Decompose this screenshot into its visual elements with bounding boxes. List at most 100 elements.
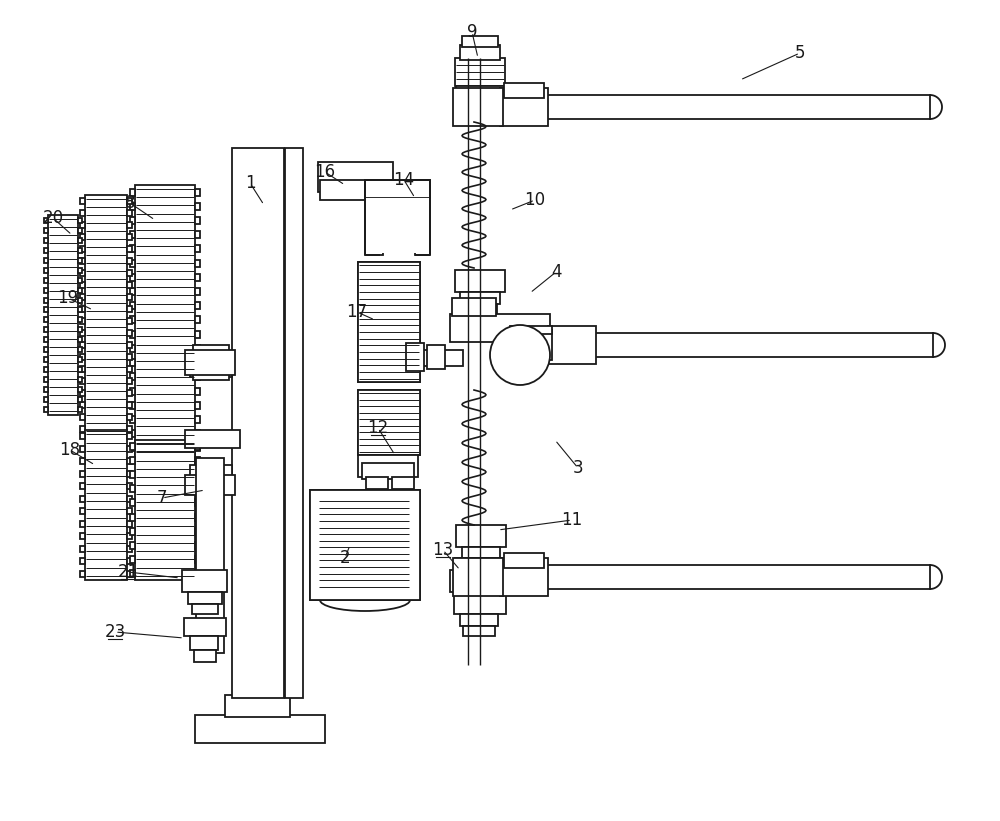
Bar [130, 485, 135, 493]
Bar [453, 558, 503, 596]
Bar [130, 359, 135, 366]
Bar [130, 189, 135, 195]
Bar [80, 222, 85, 228]
Bar [462, 547, 500, 559]
Bar [80, 318, 85, 324]
Bar [44, 328, 48, 333]
Bar [80, 521, 85, 527]
Bar [80, 484, 85, 489]
Bar [44, 337, 48, 342]
Text: 17: 17 [346, 303, 368, 321]
Bar [127, 446, 132, 452]
Bar [78, 368, 82, 373]
Text: 2: 2 [340, 549, 350, 567]
Bar [130, 401, 135, 409]
Bar [80, 258, 85, 264]
Bar [195, 556, 200, 562]
Bar [130, 259, 135, 267]
Bar [80, 330, 85, 336]
Bar [358, 390, 420, 455]
Text: 23: 23 [104, 623, 126, 641]
Bar [510, 330, 552, 360]
Bar [80, 378, 85, 384]
Bar [195, 528, 200, 534]
Text: 14: 14 [393, 171, 415, 189]
Bar [196, 458, 224, 653]
Text: 18: 18 [59, 441, 81, 459]
Bar [548, 326, 596, 364]
Bar [78, 347, 82, 352]
Bar [78, 378, 82, 383]
Bar [460, 45, 500, 60]
Bar [44, 297, 48, 302]
Bar [80, 558, 85, 564]
Bar [194, 650, 216, 662]
Bar [500, 558, 548, 596]
Bar [195, 331, 200, 337]
Bar [44, 318, 48, 323]
Bar [44, 308, 48, 313]
Bar [44, 397, 48, 402]
Bar [406, 343, 424, 371]
Bar [44, 347, 48, 352]
Bar [135, 440, 195, 580]
Bar [365, 180, 383, 255]
Bar [392, 477, 414, 489]
Bar [358, 262, 420, 382]
Text: 3: 3 [573, 459, 583, 477]
Bar [80, 198, 85, 204]
Bar [195, 274, 200, 281]
Bar [130, 556, 135, 562]
Bar [195, 203, 200, 210]
Bar [44, 287, 48, 292]
Bar [127, 318, 132, 324]
Bar [44, 258, 48, 263]
Bar [285, 148, 303, 698]
Bar [48, 215, 78, 415]
Bar [127, 571, 132, 576]
Bar [80, 342, 85, 348]
Bar [130, 513, 135, 521]
Bar [195, 430, 200, 438]
Text: 13: 13 [432, 541, 454, 559]
Bar [80, 446, 85, 452]
Bar [78, 357, 82, 363]
Text: 1: 1 [245, 174, 255, 192]
Bar [78, 277, 82, 282]
Bar [195, 388, 200, 395]
Bar [460, 614, 498, 626]
Bar [78, 318, 82, 323]
Bar [195, 457, 200, 465]
Circle shape [490, 325, 550, 385]
Bar [130, 232, 135, 238]
Bar [127, 222, 132, 228]
Bar [318, 498, 410, 590]
Bar [85, 430, 127, 580]
Bar [455, 558, 501, 572]
Bar [127, 484, 132, 489]
Bar [418, 212, 428, 250]
Bar [190, 465, 232, 487]
Bar [44, 357, 48, 363]
Bar [500, 95, 930, 119]
Bar [358, 390, 420, 455]
Bar [130, 345, 135, 352]
Bar [78, 308, 82, 313]
Bar [80, 294, 85, 300]
Bar [130, 471, 135, 479]
Bar [130, 302, 135, 310]
Bar [80, 270, 85, 276]
Bar [127, 458, 132, 464]
Bar [366, 198, 429, 253]
Bar [80, 470, 85, 477]
Bar [455, 270, 505, 292]
Bar [127, 433, 132, 439]
Bar [80, 306, 85, 312]
Bar [80, 210, 85, 216]
Bar [44, 227, 48, 232]
Bar [44, 368, 48, 373]
Bar [127, 534, 132, 539]
Bar [80, 402, 85, 408]
Bar [80, 546, 85, 552]
Text: 11: 11 [561, 511, 583, 529]
